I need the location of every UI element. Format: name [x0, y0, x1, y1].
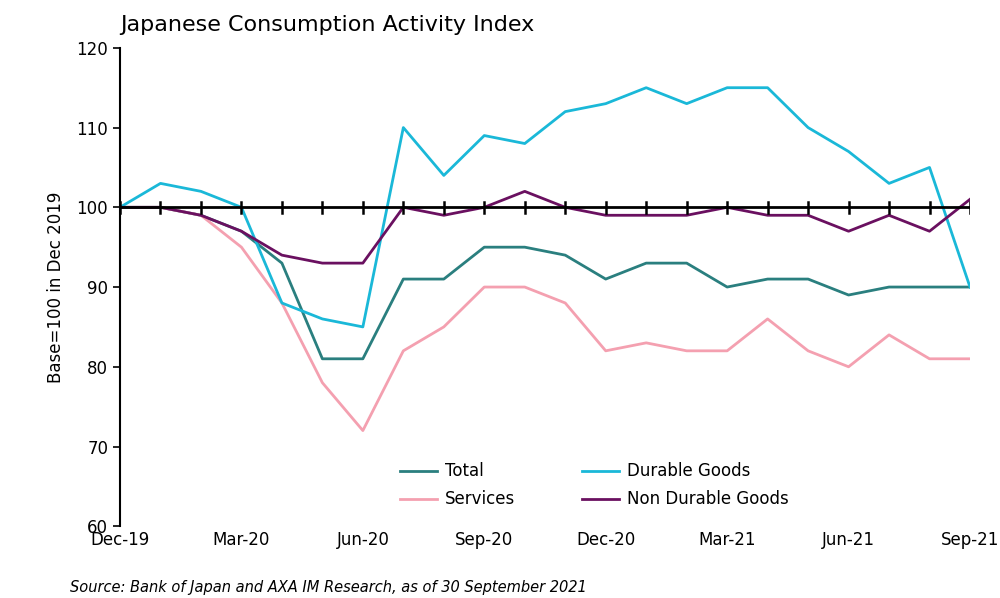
Durable Goods	[276, 300, 288, 307]
Services	[964, 355, 976, 362]
Services	[883, 331, 895, 338]
Total	[883, 283, 895, 291]
Services	[640, 339, 652, 346]
Non Durable Goods	[924, 228, 936, 235]
Durable Goods	[397, 124, 409, 131]
Y-axis label: Base=100 in Dec 2019: Base=100 in Dec 2019	[47, 191, 65, 383]
Durable Goods	[843, 148, 855, 155]
Total	[195, 212, 207, 219]
Non Durable Goods	[681, 212, 693, 219]
Durable Goods	[802, 124, 814, 131]
Total	[438, 276, 450, 283]
Line: Services: Services	[120, 208, 970, 431]
Total	[843, 291, 855, 298]
Services	[276, 300, 288, 307]
Durable Goods	[681, 100, 693, 107]
Total	[924, 283, 936, 291]
Durable Goods	[883, 180, 895, 187]
Total	[276, 260, 288, 267]
Non Durable Goods	[114, 204, 126, 211]
Services	[114, 204, 126, 211]
Durable Goods	[357, 324, 369, 331]
Total	[964, 283, 976, 291]
Services	[924, 355, 936, 362]
Services	[600, 347, 612, 355]
Services	[357, 427, 369, 434]
Durable Goods	[559, 108, 571, 115]
Total	[802, 276, 814, 283]
Durable Goods	[154, 180, 166, 187]
Durable Goods	[316, 315, 328, 322]
Total	[397, 276, 409, 283]
Non Durable Goods	[519, 188, 531, 195]
Line: Total: Total	[120, 208, 970, 359]
Non Durable Goods	[154, 204, 166, 211]
Non Durable Goods	[721, 204, 733, 211]
Total	[114, 204, 126, 211]
Non Durable Goods	[276, 252, 288, 259]
Total	[640, 260, 652, 267]
Durable Goods	[640, 84, 652, 91]
Durable Goods	[721, 84, 733, 91]
Line: Durable Goods: Durable Goods	[120, 88, 970, 327]
Total	[681, 260, 693, 267]
Line: Non Durable Goods: Non Durable Goods	[120, 191, 970, 263]
Durable Goods	[762, 84, 774, 91]
Services	[154, 204, 166, 211]
Durable Goods	[964, 283, 976, 291]
Total	[235, 228, 247, 235]
Legend: Total, Services, Durable Goods, Non Durable Goods: Total, Services, Durable Goods, Non Dura…	[400, 462, 789, 508]
Non Durable Goods	[316, 260, 328, 267]
Non Durable Goods	[235, 228, 247, 235]
Total	[762, 276, 774, 283]
Non Durable Goods	[438, 212, 450, 219]
Durable Goods	[438, 172, 450, 179]
Total	[316, 355, 328, 362]
Non Durable Goods	[762, 212, 774, 219]
Services	[559, 300, 571, 307]
Durable Goods	[519, 140, 531, 147]
Durable Goods	[195, 188, 207, 195]
Non Durable Goods	[964, 196, 976, 203]
Durable Goods	[600, 100, 612, 107]
Non Durable Goods	[802, 212, 814, 219]
Total	[559, 252, 571, 259]
Services	[843, 363, 855, 370]
Non Durable Goods	[559, 204, 571, 211]
Services	[195, 212, 207, 219]
Services	[316, 379, 328, 386]
Total	[154, 204, 166, 211]
Durable Goods	[478, 132, 490, 139]
Services	[397, 347, 409, 355]
Text: Source: Bank of Japan and AXA IM Research, as of 30 September 2021: Source: Bank of Japan and AXA IM Researc…	[70, 580, 587, 595]
Durable Goods	[114, 204, 126, 211]
Services	[681, 347, 693, 355]
Text: Japanese Consumption Activity Index: Japanese Consumption Activity Index	[120, 15, 534, 35]
Total	[721, 283, 733, 291]
Services	[235, 243, 247, 251]
Services	[519, 283, 531, 291]
Services	[438, 324, 450, 331]
Services	[721, 347, 733, 355]
Services	[762, 315, 774, 322]
Durable Goods	[924, 164, 936, 171]
Total	[519, 243, 531, 251]
Total	[478, 243, 490, 251]
Non Durable Goods	[397, 204, 409, 211]
Non Durable Goods	[600, 212, 612, 219]
Services	[478, 283, 490, 291]
Services	[802, 347, 814, 355]
Non Durable Goods	[883, 212, 895, 219]
Non Durable Goods	[478, 204, 490, 211]
Non Durable Goods	[195, 212, 207, 219]
Total	[357, 355, 369, 362]
Total	[600, 276, 612, 283]
Non Durable Goods	[640, 212, 652, 219]
Durable Goods	[235, 204, 247, 211]
Non Durable Goods	[843, 228, 855, 235]
Non Durable Goods	[357, 260, 369, 267]
